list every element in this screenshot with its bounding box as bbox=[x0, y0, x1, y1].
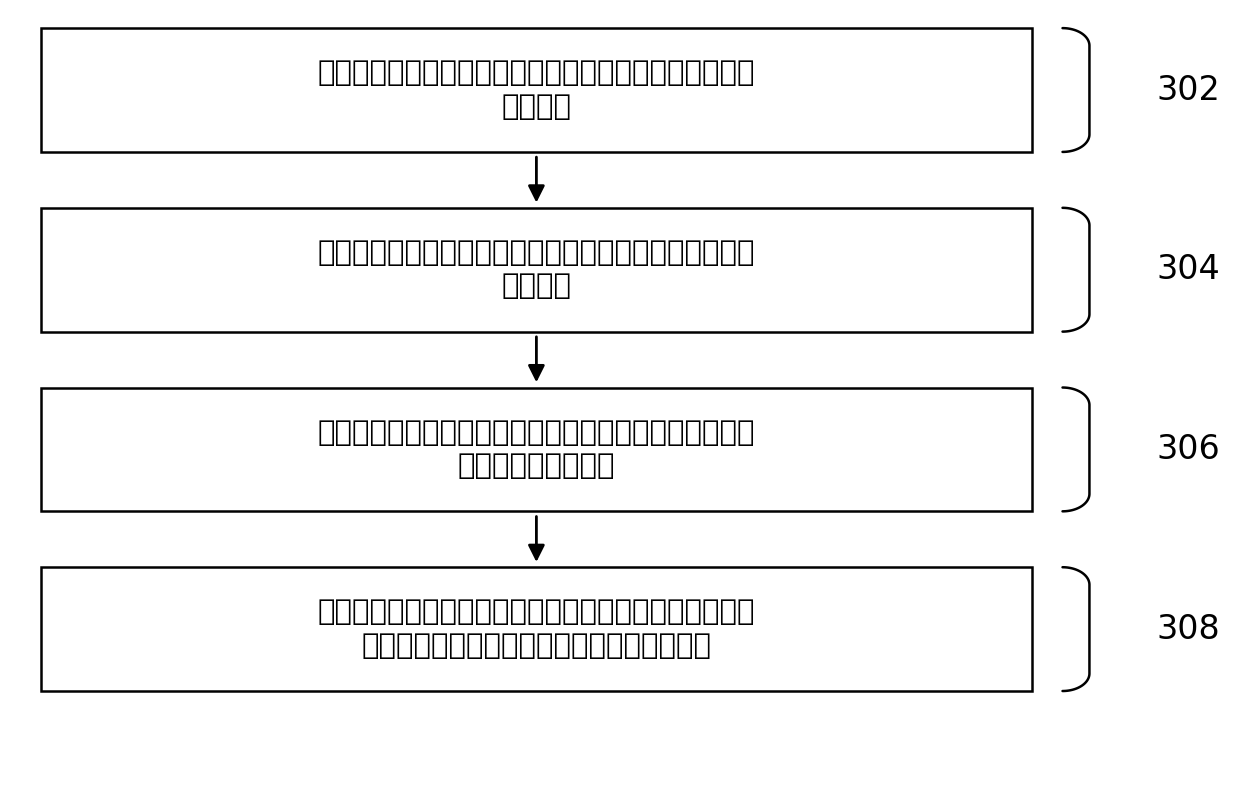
Text: 利用更新的网络超参数和调节后的损失函数对人脸生成网: 利用更新的网络超参数和调节后的损失函数对人脸生成网 bbox=[317, 598, 755, 626]
FancyBboxPatch shape bbox=[41, 567, 1032, 691]
FancyBboxPatch shape bbox=[41, 28, 1032, 152]
Text: 根据差异値计算并更新网络超参数，根据网络超参数调整: 根据差异値计算并更新网络超参数，根据网络超参数调整 bbox=[317, 419, 755, 446]
FancyBboxPatch shape bbox=[41, 387, 1032, 512]
Text: 304: 304 bbox=[1157, 253, 1220, 286]
Text: 308: 308 bbox=[1157, 613, 1220, 646]
Text: 利用种族人脸特征集对人脸生成网络模型进行训练，得到: 利用种族人脸特征集对人脸生成网络模型进行训练，得到 bbox=[317, 59, 755, 87]
Text: 的差异値: 的差异値 bbox=[501, 273, 572, 300]
Text: 根据训练结果计算当前种族人脸特征与目标种族人脸特征: 根据训练结果计算当前种族人脸特征与目标种族人脸特征 bbox=[317, 239, 755, 267]
Text: 训练周期和损失函数: 训练周期和损失函数 bbox=[458, 452, 615, 480]
Text: 302: 302 bbox=[1157, 73, 1220, 107]
Text: 306: 306 bbox=[1157, 433, 1220, 466]
Text: 训练结果: 训练结果 bbox=[501, 93, 572, 121]
Text: 络模型进行持续训练，得到初始人脸生成模型: 络模型进行持续训练，得到初始人脸生成模型 bbox=[361, 632, 712, 660]
FancyBboxPatch shape bbox=[41, 208, 1032, 332]
